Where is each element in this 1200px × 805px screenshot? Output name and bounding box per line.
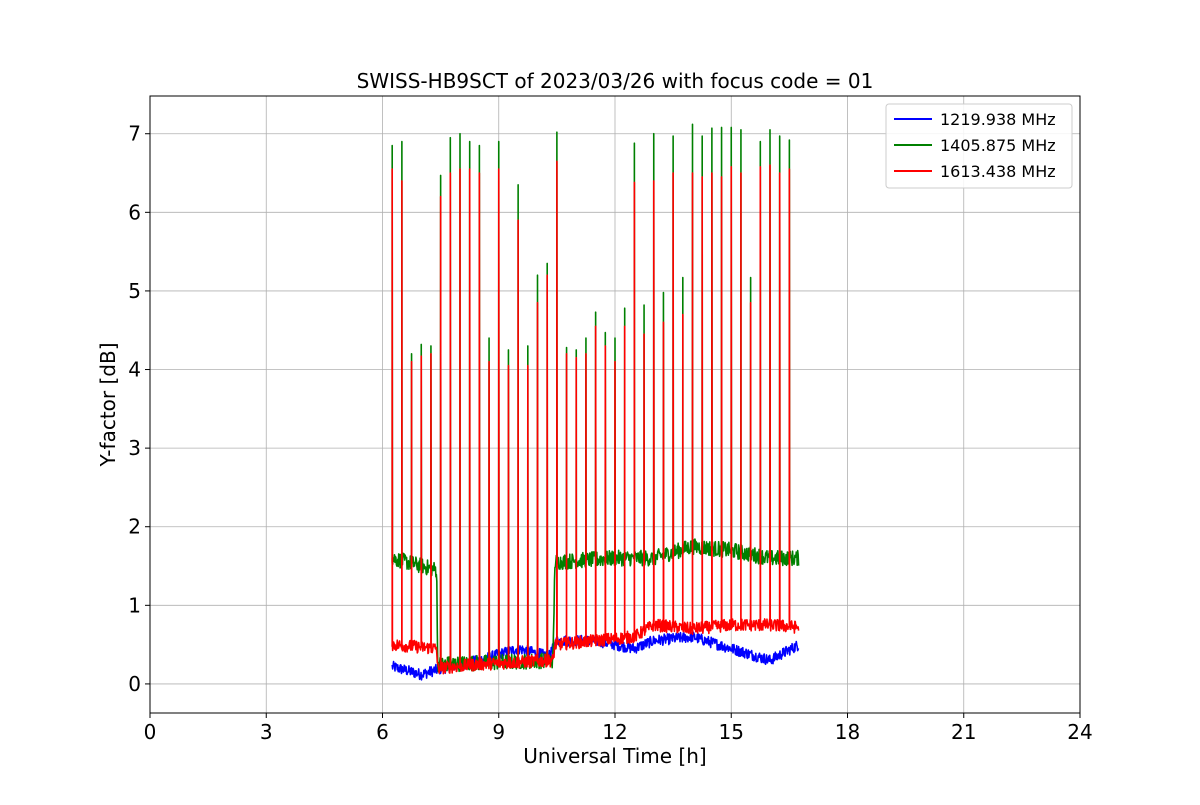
- x-tick-label: 9: [492, 720, 505, 744]
- plot-layer: [391, 123, 800, 681]
- legend-entry: 1405.875 MHz: [940, 136, 1056, 155]
- legend: 1219.938 MHz 1405.875 MHz 1613.438 MHz: [885, 103, 1073, 189]
- x-tick-label: 15: [719, 720, 744, 744]
- x-tick-label: 21: [951, 720, 976, 744]
- y-tick-label: 5: [128, 279, 141, 303]
- x-tick-label: 3: [260, 720, 273, 744]
- y-axis-label: Y-factor [dB]: [96, 342, 120, 467]
- legend-entry: 1613.438 MHz: [940, 162, 1056, 181]
- legend-box: [885, 103, 1073, 189]
- y-tick-label: 7: [128, 122, 141, 146]
- x-tick-label: 24: [1067, 720, 1092, 744]
- x-axis-label: Universal Time [h]: [523, 744, 706, 768]
- y-tick-label: 0: [128, 672, 141, 696]
- series-line-3: [391, 160, 800, 675]
- y-tick-label: 2: [128, 515, 141, 539]
- x-tick-label: 6: [376, 720, 389, 744]
- x-tick-label: 12: [602, 720, 627, 744]
- y-tick-label: 3: [128, 436, 141, 460]
- y-tick-label: 6: [128, 200, 141, 224]
- y-tick-label: 4: [128, 358, 141, 382]
- legend-entry: 1219.938 MHz: [940, 110, 1056, 129]
- y-tick-label: 1: [128, 593, 141, 617]
- x-tick-label: 18: [835, 720, 860, 744]
- chart-title: SWISS-HB9SCT of 2023/03/26 with focus co…: [357, 69, 874, 93]
- x-tick-label: 0: [144, 720, 157, 744]
